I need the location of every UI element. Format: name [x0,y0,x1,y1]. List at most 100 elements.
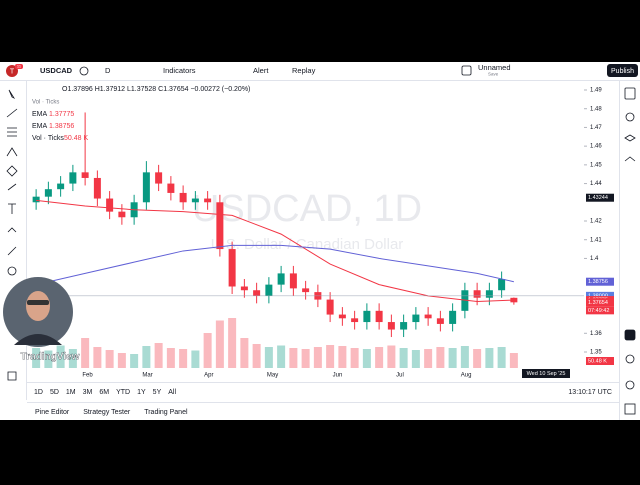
x-tick-label: Mar [142,373,152,379]
indicators-button[interactable]: Indicators [163,66,196,75]
y-tick-label: 1.36 [590,331,602,337]
candle-body [289,273,297,289]
price-badge-label: 1.37654 [588,300,608,306]
webcam [3,277,73,347]
app [0,62,640,420]
candle-body [69,172,77,184]
volume-badge-label: 50.48 K [588,358,607,364]
candle-body [81,172,89,178]
layout-name[interactable]: Unnamed [478,63,511,72]
timeframe-button[interactable]: 6M [99,389,109,396]
y-tick-label: 1.49 [590,88,602,94]
avatar[interactable] [6,65,18,77]
x-tick-label: Jun [333,373,343,379]
symbol[interactable]: USDCAD [40,66,73,75]
volume-bar [387,345,396,368]
volume-bar [252,344,261,368]
vol-value: 50.48 K [64,135,88,142]
candle-body [363,310,371,323]
volume-bar [277,345,286,368]
volume-bar [154,343,163,368]
ohlc-legend: O1.37896 H1.37912 L1.37528 C1.37654 −0.0… [62,86,250,93]
volume-bar [436,347,445,368]
volume-bar [130,354,139,368]
watermark-symbol: USDCAD, 1D [192,188,422,230]
candle-body [93,177,101,199]
timeframe-button[interactable]: YTD [116,389,130,396]
volume-bar [264,347,273,368]
ema-value: 1.38756 [49,123,74,130]
volume-bar [313,347,322,368]
ema-line [36,199,514,302]
x-tick-label: Jul [396,373,404,379]
clock: 13:10:17 UTC [568,389,612,396]
y-tick-label: 1.46 [590,144,602,150]
bottom-tab[interactable]: Pine Editor [35,409,70,416]
volume-bar [228,318,237,368]
bottom-tab[interactable]: Trading Panel [144,409,188,416]
timeframe-button[interactable]: 1M [66,389,76,396]
y-tick-label: 1.42 [590,219,602,225]
candle-body [167,183,175,193]
volume-bar [497,347,506,368]
drawing-tools[interactable] [6,89,18,381]
volume-bar [105,350,114,368]
y-tick-label: 1.47 [590,125,602,131]
candle-body [436,318,444,324]
candle-body [253,290,261,296]
candle-body [498,279,506,291]
volume-bar [289,348,298,368]
candle-body [228,249,236,287]
timeframe-button[interactable]: 1Y [137,389,146,396]
date-badge-label: Wed 10 Sep '25 [527,371,566,377]
volume-bar [179,349,188,368]
candle-body [375,310,383,323]
volume-bar [411,350,420,368]
alert-button[interactable]: Alert [253,66,269,75]
volume-bar [44,350,53,368]
replay-button[interactable]: Replay [292,66,316,75]
interval[interactable]: D [105,66,111,75]
volume-bar [56,345,65,368]
volume-bar [424,349,433,368]
sidebar-icons[interactable] [624,87,636,415]
countdown: 07:49:42 [588,308,609,314]
volume-bar [215,320,224,368]
candle-body [216,202,224,250]
timeframe-button[interactable]: All [168,389,176,396]
volume-bar [375,347,384,368]
volume-bar [142,346,151,368]
bottom-tab[interactable]: Strategy Tester [83,409,131,416]
volume-bar [485,348,494,368]
price-badge [586,277,614,286]
volume-bar [32,348,41,368]
publish-label: Publish [611,68,634,75]
candle-body [338,314,346,319]
timeframe-button[interactable]: 5Y [153,389,162,396]
volume-bar [509,353,518,368]
x-tick-label: Aug [461,373,472,379]
volume-bar [326,345,335,368]
candle-body [204,198,212,203]
candle-body [473,290,481,298]
volume-badge [586,357,614,365]
timeframe-button[interactable]: 3M [83,389,93,396]
publish-button[interactable] [607,64,638,77]
candle-body [412,314,420,323]
candle-body [57,183,65,190]
timeframe-button[interactable]: 1D [34,389,43,396]
date-badge [522,369,570,378]
volume-bar [191,350,200,368]
candle-body [449,310,457,324]
volume-bar [166,348,175,368]
candle-body [326,299,334,315]
volume-bar [399,348,408,368]
volume-bar [117,353,126,368]
watermark-description: U.S. Dollar / Canadian Dollar [211,236,404,253]
volume-bar [460,346,469,368]
timeframe-button[interactable]: 5D [50,389,59,396]
vol-label: Vol · Ticks [32,135,64,142]
volume-bar [338,346,347,368]
layout-status: Save [488,72,499,77]
ema-line [36,244,514,286]
